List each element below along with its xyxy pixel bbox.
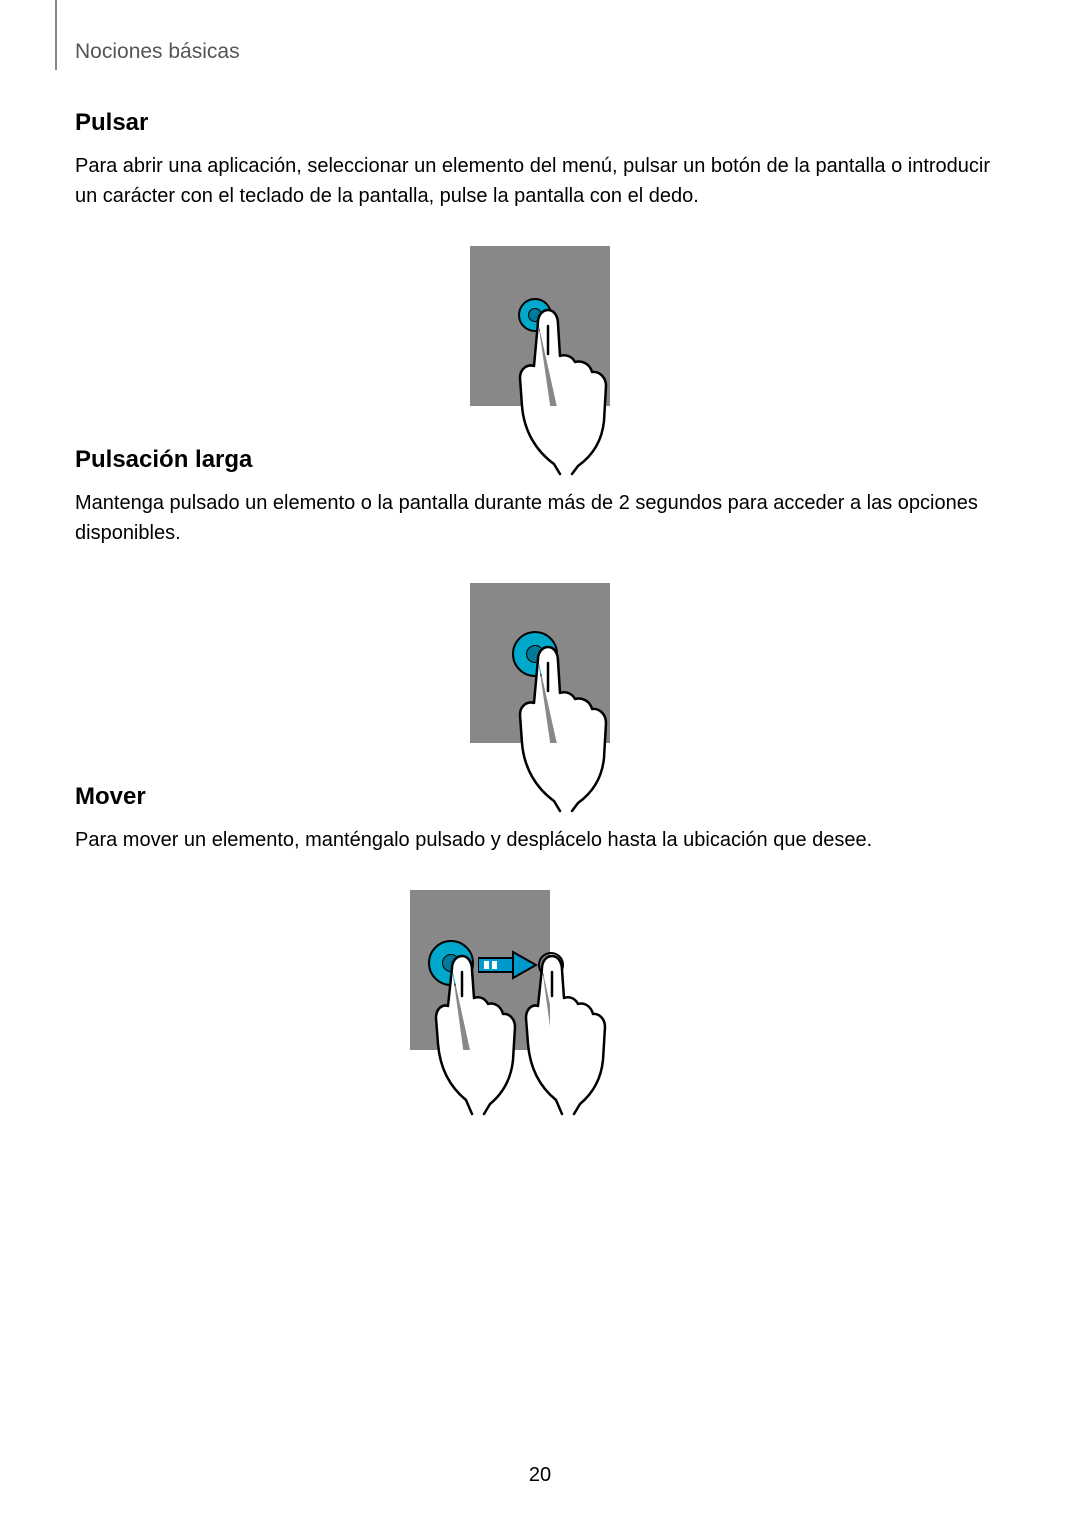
mover-text: Para mover un elemento, manténgalo pulsa… bbox=[75, 825, 1005, 855]
pulsar-title: Pulsar bbox=[75, 109, 1005, 137]
mover-figure bbox=[75, 890, 1005, 1120]
finger-drag-end-icon bbox=[510, 942, 630, 1122]
section-pulsar: Pulsar Para abrir una aplicación, selecc… bbox=[75, 109, 1005, 211]
page-number: 20 bbox=[529, 1464, 551, 1487]
pulsacion-larga-text: Mantenga pulsado un elemento o la pantal… bbox=[75, 488, 1005, 548]
page-content: Nociones básicas Pulsar Para abrir una a… bbox=[0, 0, 1080, 1220]
finger-hold-icon bbox=[500, 633, 640, 813]
pulsar-text: Para abrir una aplicación, seleccionar u… bbox=[75, 151, 1005, 211]
pulsar-figure bbox=[75, 246, 1005, 406]
finger-tap-icon bbox=[500, 296, 640, 476]
header-vertical-line bbox=[55, 0, 57, 70]
pulsacion-larga-figure bbox=[75, 583, 1005, 743]
breadcrumb: Nociones básicas bbox=[75, 40, 1005, 64]
